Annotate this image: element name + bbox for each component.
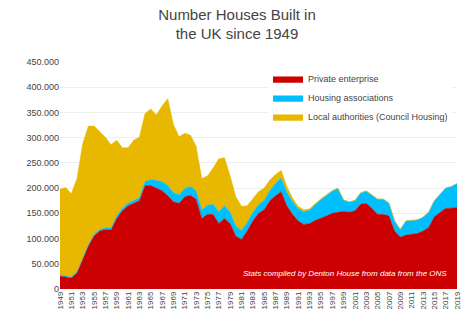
svg-text:2005: 2005 [373,291,382,309]
svg-text:2011: 2011 [407,291,416,309]
svg-text:1969: 1969 [169,291,178,309]
svg-text:1999: 1999 [339,291,348,309]
svg-text:1979: 1979 [226,291,235,309]
svg-text:1977: 1977 [214,291,223,309]
svg-text:300.000: 300.000 [26,133,59,143]
svg-text:2015: 2015 [430,291,439,309]
svg-text:0: 0 [54,284,59,294]
svg-text:1961: 1961 [124,291,133,309]
svg-text:1987: 1987 [271,291,280,309]
svg-text:50.000: 50.000 [31,259,59,269]
svg-text:1973: 1973 [192,291,201,309]
svg-text:100.000: 100.000 [26,234,59,244]
svg-text:1995: 1995 [316,291,325,309]
svg-text:2019: 2019 [453,291,462,309]
svg-text:1953: 1953 [78,291,87,309]
svg-text:400.000: 400.000 [26,82,59,92]
svg-text:1989: 1989 [282,291,291,309]
svg-text:2001: 2001 [351,291,360,309]
svg-text:1959: 1959 [112,291,121,309]
svg-text:2013: 2013 [419,291,428,309]
svg-text:1951: 1951 [67,291,76,309]
svg-text:450.000: 450.000 [26,57,59,67]
svg-text:1963: 1963 [135,291,144,309]
svg-text:1991: 1991 [294,291,303,309]
svg-text:2003: 2003 [362,291,371,309]
svg-text:150.000: 150.000 [26,208,59,218]
svg-text:1949: 1949 [56,291,65,309]
svg-text:Stats compiled by Denton House: Stats compiled by Denton House from data… [243,269,447,278]
svg-text:250.000: 250.000 [26,158,59,168]
svg-text:1955: 1955 [90,291,99,309]
svg-text:Private enterprise: Private enterprise [308,74,379,84]
svg-text:1997: 1997 [328,291,337,309]
svg-text:1983: 1983 [248,291,257,309]
svg-text:Number Houses Built inthe UK s: Number Houses Built inthe UK since 1949 [158,6,316,43]
svg-text:350.000: 350.000 [26,108,59,118]
svg-text:2009: 2009 [396,291,405,309]
svg-text:2007: 2007 [385,291,394,309]
svg-text:1981: 1981 [237,291,246,309]
svg-text:1967: 1967 [158,291,167,309]
svg-text:1965: 1965 [146,291,155,309]
svg-text:1957: 1957 [101,291,110,309]
svg-text:Local authorities (Council Hou: Local authorities (Council Housing) [308,112,448,122]
svg-text:1975: 1975 [203,291,212,309]
svg-text:2017: 2017 [441,291,450,309]
svg-text:1971: 1971 [180,291,189,309]
svg-text:1985: 1985 [260,291,269,309]
svg-text:Housing associations: Housing associations [308,93,394,103]
svg-text:200.000: 200.000 [26,183,59,193]
svg-text:1993: 1993 [305,291,314,309]
